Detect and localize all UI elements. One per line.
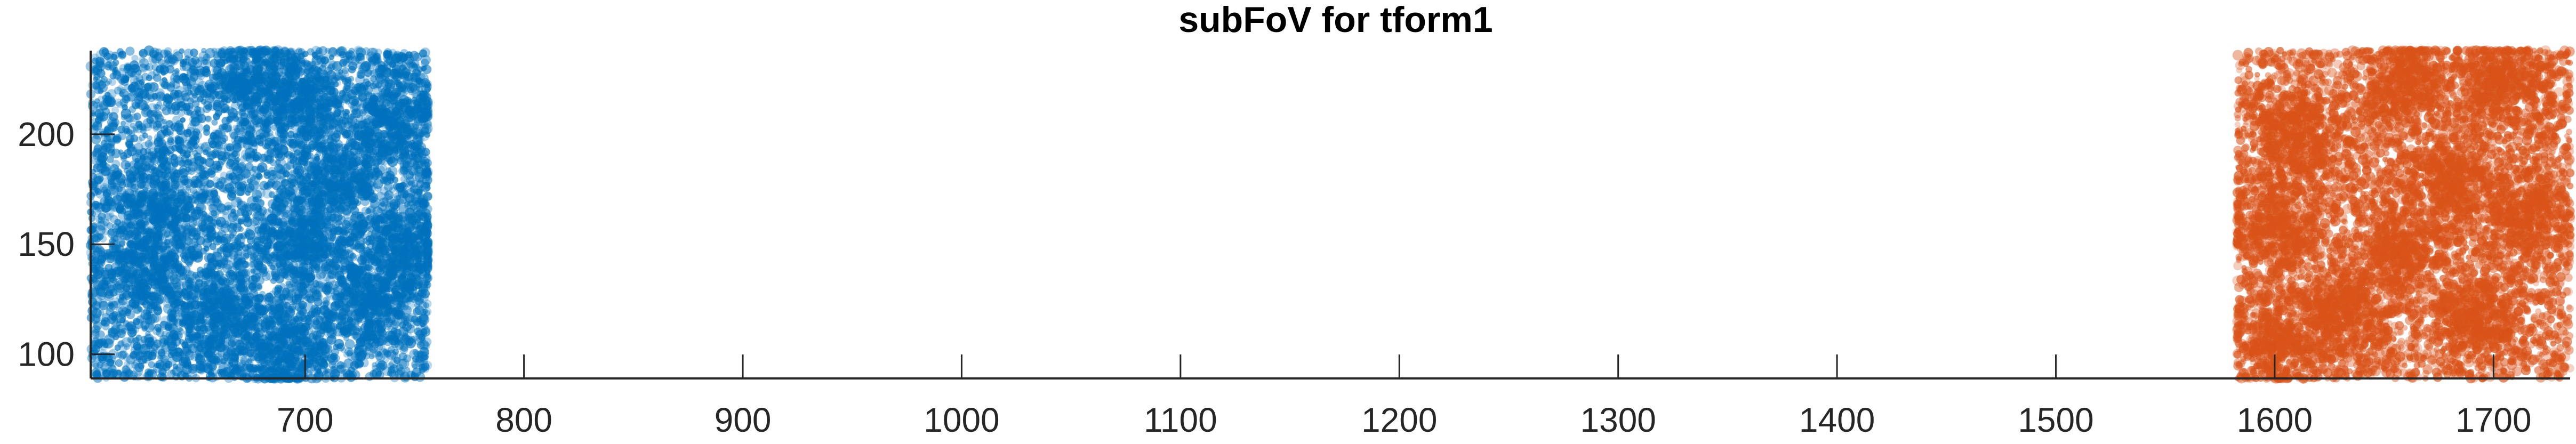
data-point [153, 103, 159, 110]
data-point [162, 82, 168, 88]
data-point [222, 208, 229, 215]
chart-title: subFoV for tform1 [1178, 0, 1492, 40]
data-point [211, 119, 218, 126]
scatter-layer [85, 45, 2575, 384]
data-point [365, 372, 374, 381]
data-point [125, 46, 135, 56]
data-point [240, 155, 247, 163]
data-point [234, 251, 243, 260]
data-point [121, 120, 126, 126]
series-0 [85, 45, 433, 384]
data-point [314, 297, 323, 306]
data-point [91, 134, 101, 144]
data-point [180, 117, 186, 123]
